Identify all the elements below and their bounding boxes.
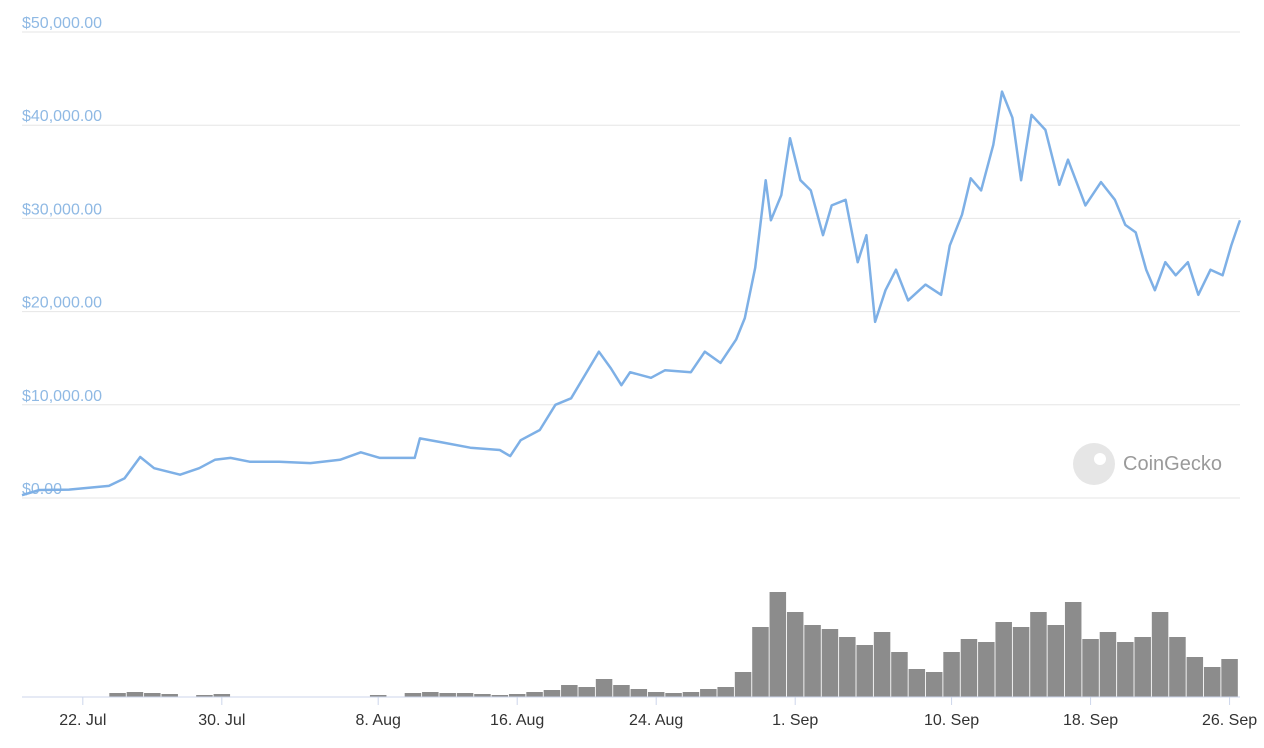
volume-bar — [404, 693, 422, 697]
volume-bar — [1082, 639, 1099, 697]
volume-bar — [1203, 667, 1221, 697]
x-tick-label: 8. Aug — [356, 712, 401, 729]
volume-bar — [960, 639, 978, 697]
volume-bar — [196, 695, 213, 697]
volume-bar — [995, 622, 1012, 697]
volume-bar — [1047, 625, 1065, 697]
x-tick-label: 10. Sep — [924, 712, 979, 729]
volume-bar — [821, 629, 839, 697]
volume-bar — [456, 693, 474, 697]
x-tick-label: 18. Sep — [1063, 712, 1118, 729]
volume-bar — [700, 689, 717, 697]
volume-bar — [439, 693, 456, 697]
volume-bar — [369, 695, 387, 697]
volume-bar — [613, 685, 630, 697]
volume-bar — [630, 689, 648, 697]
volume-bar — [1221, 659, 1238, 697]
volume-bar — [908, 669, 926, 697]
volume-bar — [752, 627, 769, 697]
watermark-icon — [1073, 443, 1115, 485]
watermark-icon-eye — [1094, 453, 1106, 465]
x-tick-label: 30. Jul — [198, 712, 245, 729]
volume-bar — [891, 652, 908, 697]
volume-bar — [508, 694, 526, 697]
volume-bar — [1186, 657, 1204, 697]
y-tick-label: $50,000.00 — [22, 15, 102, 32]
volume-bar — [1030, 612, 1047, 697]
volume-bar — [804, 625, 821, 697]
volume-bar — [1169, 637, 1186, 697]
x-tick-label: 24. Aug — [629, 712, 683, 729]
volume-bar — [839, 637, 856, 697]
volume-bar — [109, 693, 126, 697]
volume-bar — [595, 679, 613, 697]
volume-bar — [526, 692, 543, 697]
volume-bar — [491, 695, 509, 697]
volume-bar — [978, 642, 995, 697]
volume-bar — [682, 692, 700, 697]
price-line — [21, 90, 1242, 497]
volume-bar — [786, 612, 804, 697]
volume-bar — [578, 687, 595, 697]
volume-bar — [161, 694, 178, 697]
volume-bar — [665, 693, 682, 697]
volume-bar — [126, 692, 144, 697]
volume-bar — [856, 645, 873, 697]
volume-bar — [769, 592, 787, 697]
volume-bar — [925, 672, 943, 697]
x-tick-label: 16. Aug — [490, 712, 544, 729]
y-tick-label: $20,000.00 — [22, 295, 102, 312]
x-tick-label: 26. Sep — [1202, 712, 1257, 729]
volume-bar — [717, 687, 734, 697]
volume-bar — [422, 692, 439, 697]
volume-bar — [561, 685, 578, 697]
volume-bar — [144, 693, 161, 697]
volume-bar — [543, 690, 561, 697]
watermark-text: CoinGecko — [1123, 453, 1222, 475]
volume-bar — [1134, 637, 1151, 697]
volume-bar — [474, 694, 491, 697]
x-tick-label: 1. Sep — [772, 712, 818, 729]
volume-bar — [213, 694, 231, 697]
y-tick-label: $30,000.00 — [22, 201, 102, 218]
volume-bar — [943, 652, 960, 697]
volume-bar — [1064, 602, 1082, 697]
volume-bar — [1151, 612, 1169, 697]
volume-bar — [1117, 642, 1134, 697]
watermark: CoinGecko — [1073, 443, 1222, 485]
volume-bar — [734, 672, 752, 697]
volume-bar — [647, 692, 665, 697]
x-tick-label: 22. Jul — [59, 712, 106, 729]
volume-bar — [873, 632, 891, 697]
volume-bar — [1099, 632, 1117, 697]
volume-bar — [1012, 627, 1030, 697]
y-tick-label: $40,000.00 — [22, 108, 102, 125]
y-tick-label: $10,000.00 — [22, 388, 102, 405]
